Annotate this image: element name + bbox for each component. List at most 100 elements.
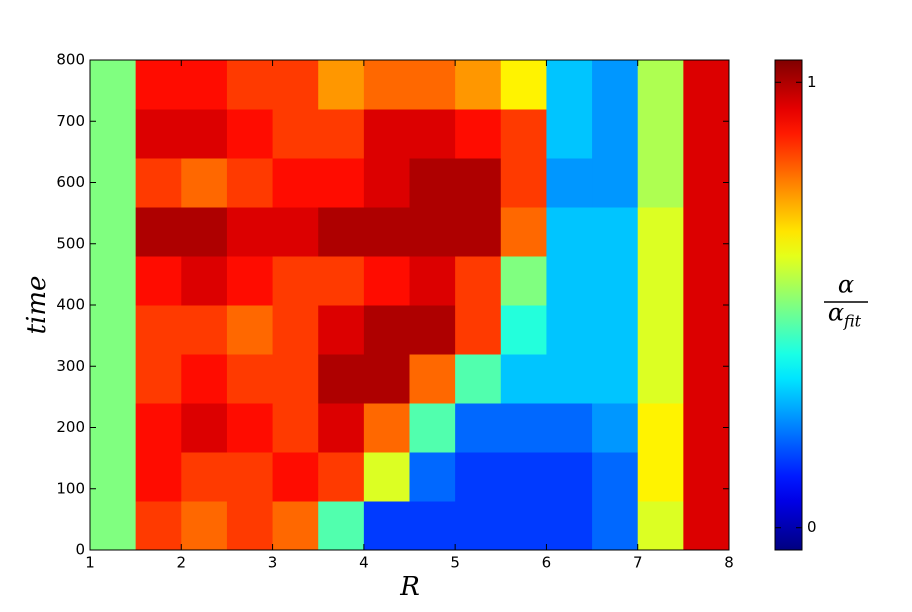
y-tick-label: 0 bbox=[75, 541, 85, 559]
y-axis-label: time bbox=[22, 276, 52, 335]
heatmap-cell bbox=[455, 354, 502, 404]
heatmap-cell bbox=[226, 354, 274, 404]
heatmap-cell bbox=[181, 207, 228, 257]
heatmap-cell bbox=[272, 207, 319, 257]
heatmap-cell bbox=[181, 60, 228, 110]
heatmap-cell bbox=[592, 207, 639, 257]
heatmap-cell bbox=[546, 207, 593, 257]
heatmap-cell bbox=[272, 256, 319, 306]
heatmap-cell bbox=[592, 403, 639, 453]
heatmap-cell bbox=[181, 403, 228, 453]
heatmap-cell bbox=[455, 305, 502, 355]
heatmap-cell bbox=[546, 256, 593, 306]
heatmap-cell bbox=[683, 403, 730, 453]
heatmap-cell bbox=[318, 158, 365, 208]
heatmap-cell bbox=[637, 109, 684, 159]
heatmap-cell bbox=[592, 354, 639, 404]
heatmap-cell bbox=[409, 60, 456, 110]
heatmap-cell bbox=[318, 354, 365, 404]
heatmap-cell bbox=[363, 452, 410, 502]
heatmap-cell bbox=[500, 305, 547, 355]
heatmap-cell bbox=[318, 207, 365, 257]
heatmap-cell bbox=[318, 109, 365, 159]
heatmap-cell bbox=[637, 305, 684, 355]
heatmap-cell bbox=[181, 109, 228, 159]
heatmap-cell bbox=[90, 305, 137, 355]
heatmap-cell bbox=[592, 256, 639, 306]
heatmap-cell bbox=[683, 305, 730, 355]
heatmap-cell bbox=[592, 158, 639, 208]
heatmap-cell bbox=[135, 60, 182, 110]
heatmap-cell bbox=[637, 207, 684, 257]
heatmap-cell bbox=[500, 501, 547, 551]
heatmap-cell bbox=[226, 403, 274, 453]
heatmap-cell bbox=[637, 403, 684, 453]
heatmap-cell bbox=[363, 158, 410, 208]
heatmap-cell bbox=[135, 501, 182, 551]
heatmap-cell bbox=[500, 109, 547, 159]
heatmap-cell bbox=[455, 158, 502, 208]
heatmap-cell bbox=[409, 207, 456, 257]
heatmap-cell bbox=[318, 403, 365, 453]
heatmap-cell bbox=[135, 158, 182, 208]
heatmap-cell bbox=[546, 452, 593, 502]
heatmap-cell bbox=[500, 403, 547, 453]
heatmap-cell bbox=[683, 354, 730, 404]
heatmap-cell bbox=[226, 452, 274, 502]
y-tick-label: 300 bbox=[56, 357, 85, 375]
heatmap-cell bbox=[409, 452, 456, 502]
x-tick-label: 5 bbox=[450, 554, 460, 572]
x-tick-label: 6 bbox=[542, 554, 552, 572]
colorbar-label-denominator: α bbox=[828, 299, 844, 327]
heatmap-cell bbox=[500, 452, 547, 502]
heatmap-cell bbox=[455, 60, 502, 110]
heatmap-cell bbox=[409, 158, 456, 208]
heatmap-cell bbox=[546, 305, 593, 355]
heatmap-cell bbox=[318, 452, 365, 502]
heatmap-cell bbox=[272, 305, 319, 355]
heatmap-cell bbox=[500, 158, 547, 208]
heatmap-cell bbox=[546, 403, 593, 453]
heatmap-cell bbox=[135, 207, 182, 257]
heatmap-cell bbox=[318, 501, 365, 551]
heatmap-cell bbox=[546, 158, 593, 208]
heatmap-cell bbox=[409, 109, 456, 159]
heatmap-cell bbox=[592, 60, 639, 110]
heatmap-cell bbox=[546, 60, 593, 110]
x-tick-label: 2 bbox=[177, 554, 187, 572]
heatmap-cell bbox=[318, 256, 365, 306]
heatmap-cell bbox=[226, 256, 274, 306]
heatmap-cell bbox=[272, 403, 319, 453]
x-tick-label: 7 bbox=[633, 554, 643, 572]
heatmap-cell bbox=[272, 60, 319, 110]
heatmap-cell bbox=[409, 305, 456, 355]
x-axis-label: R bbox=[399, 572, 420, 602]
heatmap-cell bbox=[455, 207, 502, 257]
heatmap-cell bbox=[226, 207, 274, 257]
colorbar-label-numerator: α bbox=[838, 271, 854, 299]
heatmap-cell bbox=[637, 158, 684, 208]
heatmap-cell bbox=[135, 305, 182, 355]
heatmap-cell bbox=[272, 452, 319, 502]
heatmap-cell bbox=[455, 109, 502, 159]
heatmap-cell bbox=[181, 354, 228, 404]
heatmap-cell bbox=[363, 354, 410, 404]
heatmap-cell bbox=[90, 452, 137, 502]
x-tick-label: 3 bbox=[268, 554, 278, 572]
heatmap bbox=[90, 60, 730, 551]
y-tick-label: 700 bbox=[56, 112, 85, 130]
x-tick-label: 4 bbox=[359, 554, 369, 572]
heatmap-cell bbox=[409, 501, 456, 551]
heatmap-cell bbox=[90, 207, 137, 257]
heatmap-cell bbox=[272, 501, 319, 551]
heatmap-cell bbox=[637, 354, 684, 404]
heatmap-cell bbox=[363, 305, 410, 355]
y-tick-label: 100 bbox=[56, 479, 85, 497]
heatmap-cell bbox=[181, 452, 228, 502]
heatmap-cell bbox=[637, 501, 684, 551]
heatmap-cell bbox=[683, 60, 730, 110]
heatmap-cell bbox=[500, 256, 547, 306]
heatmap-cell bbox=[181, 256, 228, 306]
heatmap-cell bbox=[181, 501, 228, 551]
